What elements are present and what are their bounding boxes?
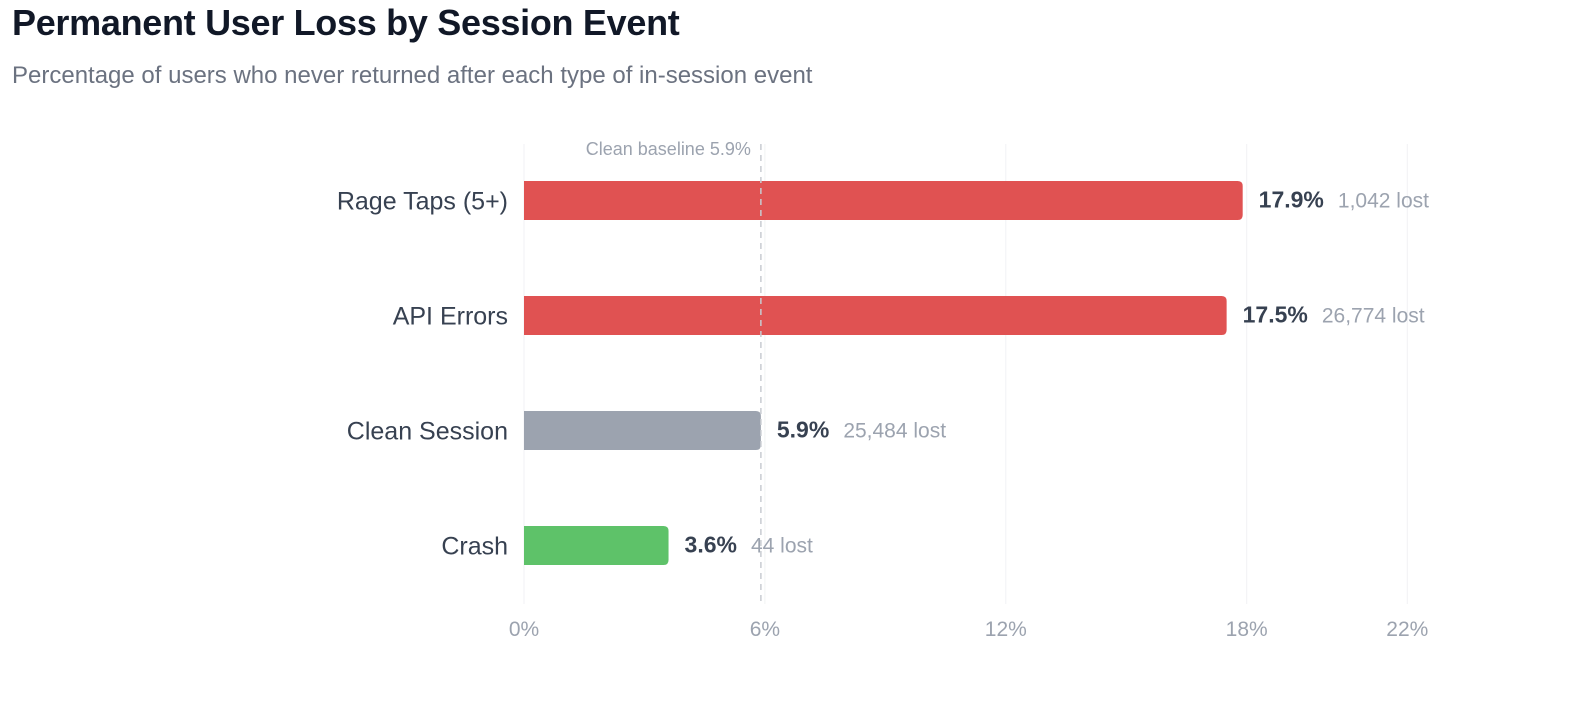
baseline-reference-label: Clean baseline 5.9% bbox=[586, 139, 751, 159]
category-label: API Errors bbox=[393, 303, 508, 331]
category-label: Rage Taps (5+) bbox=[337, 188, 508, 216]
bar bbox=[524, 526, 669, 565]
chart-title: Permanent User Loss by Session Event bbox=[12, 2, 680, 43]
x-tick-label: 18% bbox=[1226, 618, 1268, 641]
x-tick-label: 0% bbox=[509, 618, 539, 641]
value-label: 17.9% bbox=[1259, 187, 1324, 213]
value-label: 17.5% bbox=[1243, 302, 1308, 328]
x-tick-label: 12% bbox=[985, 618, 1027, 641]
bar bbox=[524, 296, 1227, 335]
lost-label: 25,484 lost bbox=[843, 420, 946, 443]
category-label: Clean Session bbox=[347, 418, 508, 446]
bar bbox=[524, 411, 761, 450]
value-label: 3.6% bbox=[685, 532, 737, 558]
lost-label: 26,774 lost bbox=[1322, 305, 1425, 328]
x-tick-label: 6% bbox=[750, 618, 780, 641]
lost-label: 1,042 lost bbox=[1338, 190, 1429, 213]
chart-subtitle: Percentage of users who never returned a… bbox=[12, 62, 813, 89]
x-tick-label: 22% bbox=[1386, 618, 1428, 641]
value-label: 5.9% bbox=[777, 417, 829, 443]
category-label: Crash bbox=[441, 533, 508, 561]
bar bbox=[524, 181, 1243, 220]
lost-label: 44 lost bbox=[751, 535, 813, 558]
